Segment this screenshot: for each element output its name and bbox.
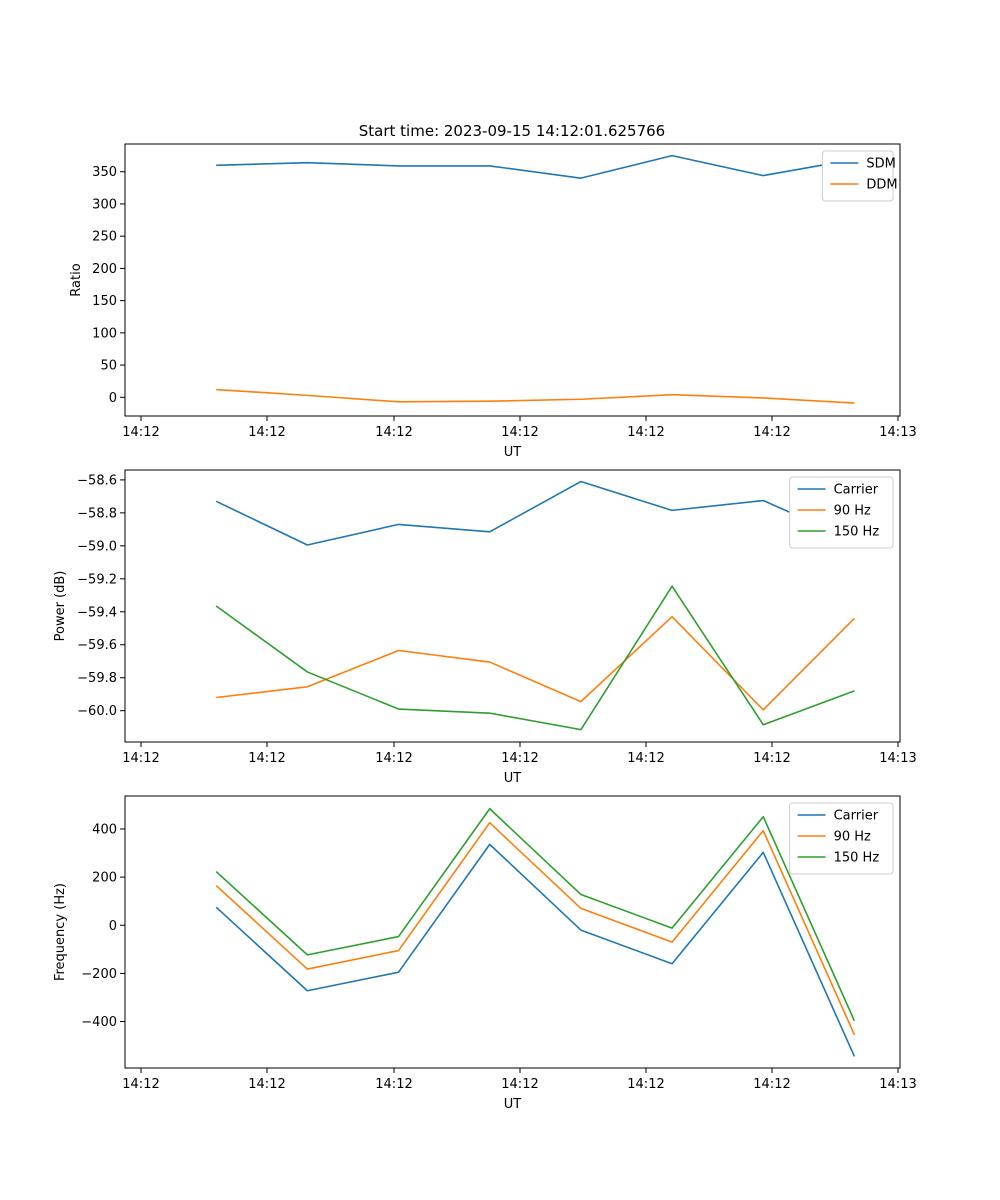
y-tick-label: 250	[92, 230, 117, 245]
x-tick-label: 14:12	[753, 751, 790, 766]
legend-label: Carrier	[834, 809, 879, 824]
x-tick-label: 14:12	[501, 751, 538, 766]
x-tick-label: 14:12	[627, 1077, 664, 1092]
x-tick-label: 14:12	[753, 1077, 790, 1092]
x-tick-label: 14:12	[122, 751, 159, 766]
y-tick-label: −59.2	[77, 572, 117, 587]
x-tick-label: 14:12	[248, 425, 285, 440]
y-tick-label: −58.8	[77, 506, 117, 521]
legend-label: SDM	[866, 157, 895, 172]
legend-label: 150 Hz	[834, 525, 880, 540]
x-tick-label: 14:13	[879, 425, 916, 440]
chart-panel-2: 14:12 14:12 14:12 14:12 14:12 14:12 14:13 −60.0…	[53, 469, 917, 786]
x-tick-label: 14:12	[753, 425, 790, 440]
series-line-carrier	[215, 843, 856, 1057]
legend-label: 90 Hz	[834, 504, 871, 519]
series-line-150-hz	[215, 585, 855, 731]
x-tick-label: 14:13	[879, 1077, 916, 1092]
x-tick-label: 14:12	[248, 1077, 285, 1092]
series-line-150-hz	[215, 807, 856, 1022]
series-line-sdm	[216, 154, 855, 179]
x-tick-label: 14:12	[501, 1077, 538, 1092]
series-line-ddm	[216, 388, 855, 404]
y-tick-label: 200	[92, 262, 117, 277]
x-axis-label: UT	[504, 445, 522, 460]
legend: Carrier 90 Hz 150 Hz	[789, 802, 894, 875]
x-tick-label: 14:12	[627, 751, 664, 766]
legend-label: 150 Hz	[834, 851, 880, 866]
y-tick-label: −400	[81, 1015, 117, 1030]
chart-title: Start time: 2023-09-15 14:12:01.625766	[359, 122, 665, 140]
y-tick-label: −59.0	[77, 539, 117, 554]
y-tick-label: −59.6	[77, 638, 117, 653]
y-tick-label: −58.6	[77, 473, 117, 488]
y-tick-label: 150	[92, 294, 117, 309]
x-tick-label: 14:12	[375, 425, 412, 440]
chart-panel-3: 14:12 14:12 14:12 14:12 14:12 14:12 14:13 −400 −…	[53, 795, 917, 1112]
y-tick-label: −200	[81, 967, 117, 982]
x-tick-label: 14:12	[122, 1077, 159, 1092]
legend-label: 90 Hz	[834, 830, 871, 845]
x-tick-label: 14:12	[122, 425, 159, 440]
x-axis-label: UT	[504, 771, 522, 786]
x-tick-label: 14:12	[375, 751, 412, 766]
y-tick-label: 0	[109, 391, 117, 406]
x-tick-label: 14:12	[375, 1077, 412, 1092]
y-tick-label: −60.0	[77, 704, 117, 719]
y-tick-label: 400	[92, 822, 117, 837]
x-axis-label: UT	[504, 1097, 522, 1112]
legend: SDM DDM	[821, 150, 898, 202]
legend-label: DDM	[866, 178, 897, 193]
chart-panel-1: 14:12 14:12 14:12 14:12 14:12 14:12 14:13 0 50 10…	[69, 143, 917, 460]
y-tick-label: −59.8	[77, 671, 117, 686]
legend-label: Carrier	[834, 483, 879, 498]
x-tick-label: 14:12	[248, 751, 285, 766]
y-axis-label: Frequency (Hz)	[53, 883, 68, 981]
y-axis-label: Power (dB)	[53, 571, 68, 642]
x-tick-label: 14:12	[501, 425, 538, 440]
y-tick-label: 300	[92, 197, 117, 212]
axes-frame	[124, 469, 901, 743]
y-axis-label: Ratio	[69, 263, 84, 296]
y-tick-label: 50	[100, 359, 117, 374]
x-tick-label: 14:13	[879, 751, 916, 766]
axes-frame	[124, 795, 901, 1069]
series-line-90-hz	[216, 615, 855, 711]
y-tick-label: 0	[109, 919, 117, 934]
series-line-90-hz	[215, 821, 856, 1036]
y-tick-label: 100	[92, 326, 117, 341]
axes-frame	[124, 143, 901, 417]
x-tick-label: 14:12	[627, 425, 664, 440]
series-line-carrier	[215, 480, 855, 546]
y-tick-label: 200	[92, 871, 117, 886]
y-tick-label: −59.4	[77, 605, 117, 620]
legend: Carrier 90 Hz 150 Hz	[789, 476, 894, 549]
y-tick-label: 350	[92, 165, 117, 180]
